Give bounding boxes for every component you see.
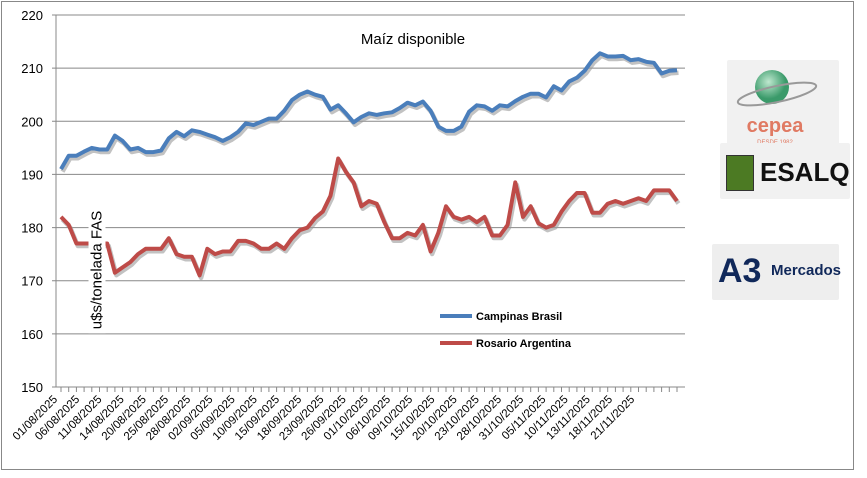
series-shadow <box>60 53 679 173</box>
y-tick-label: 150 <box>21 380 43 395</box>
esalq-logo: ESALQ <box>720 143 850 199</box>
legend-label: Rosario Argentina <box>476 338 572 350</box>
y-tick-label: 190 <box>21 167 43 182</box>
svg-text:cepea: cepea <box>747 115 805 137</box>
y-tick-label: 200 <box>21 114 43 129</box>
series-line <box>59 51 678 171</box>
y-tick-label: 160 <box>21 327 43 342</box>
y-axis-label: u$s/tonelada FAS <box>88 206 106 334</box>
series-shadow <box>60 158 681 281</box>
chart-title: Maíz disponible <box>361 31 465 48</box>
a3-mercados-logo: A3 Mercados <box>712 244 841 300</box>
y-tick-label: 220 <box>21 8 43 23</box>
legend-label: Campinas Brasil <box>476 311 562 323</box>
y-tick-label: 170 <box>21 274 43 289</box>
chart-border <box>1 1 854 470</box>
y-tick-label: 180 <box>21 221 43 236</box>
series-line <box>59 156 679 278</box>
cepea-logo: cepea DESDE 1982 <box>727 60 839 146</box>
y-tick-label: 210 <box>21 61 43 76</box>
